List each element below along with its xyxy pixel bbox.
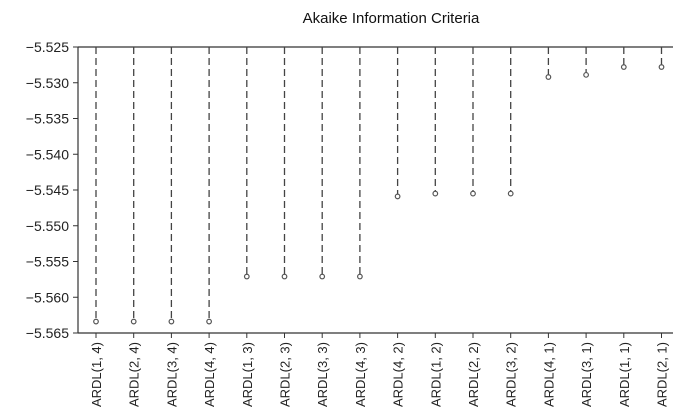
x-tick-label: ARDL(2, 3) — [278, 342, 293, 407]
x-tick-label: ARDL(3, 2) — [504, 342, 519, 407]
y-tick-label: −5.525 — [26, 39, 69, 55]
x-tick-label: ARDL(4, 1) — [541, 342, 556, 407]
x-tick-label: ARDL(1, 3) — [240, 342, 255, 407]
data-point — [357, 273, 363, 280]
x-tick-label: ARDL(3, 4) — [164, 342, 179, 407]
y-tick-label: −5.535 — [26, 111, 69, 127]
data-point — [620, 64, 627, 70]
y-tick-label: −5.530 — [26, 75, 69, 91]
x-tick-label: ARDL(2, 1) — [655, 342, 670, 407]
y-tick-label: −5.545 — [26, 182, 69, 198]
data-point — [583, 71, 589, 78]
data-point — [168, 318, 175, 325]
data-point — [432, 190, 439, 197]
data-point — [394, 193, 401, 200]
x-tick-label: ARDL(3, 1) — [579, 342, 594, 407]
data-point — [319, 273, 326, 280]
x-tick-label: ARDL(2, 2) — [466, 342, 481, 407]
y-tick-label: −5.555 — [26, 254, 69, 270]
x-tick-label: ARDL(4, 4) — [202, 342, 217, 407]
y-tick-label: −5.560 — [26, 289, 69, 305]
data-point — [93, 318, 99, 325]
x-tick-label: ARDL(2, 4) — [127, 342, 142, 407]
data-point — [130, 318, 137, 325]
y-axis-ticks: −5.525 −5.530 −5.535 −5.540 −5.545 −5.550 −5.5… — [26, 39, 78, 341]
x-tick-label: ARDL(1, 4) — [89, 342, 104, 407]
x-tick-label: ARDL(1, 1) — [617, 342, 632, 407]
data-point — [545, 74, 552, 80]
data-point — [470, 190, 476, 197]
data-point — [206, 318, 213, 325]
y-tick-label: −5.565 — [26, 325, 69, 341]
y-tick-label: −5.550 — [26, 218, 69, 234]
data-point — [658, 64, 665, 70]
chart-stems — [93, 47, 665, 325]
data-point — [281, 273, 288, 280]
x-tick-label: ARDL(1, 2) — [428, 342, 443, 407]
x-tick-label: ARDL(4, 3) — [353, 342, 368, 407]
y-tick-label: −5.540 — [26, 146, 69, 162]
x-axis-labels: ARDL(1, 4) ARDL(2, 4) ARDL(3, 4) ARDL(4, 4)… — [89, 333, 670, 407]
data-point — [507, 190, 514, 197]
data-point — [243, 273, 250, 280]
x-tick-label: ARDL(4, 2) — [391, 342, 406, 407]
x-tick-label: ARDL(3, 3) — [315, 342, 330, 407]
chart-title: Akaike Information Criteria — [303, 10, 480, 27]
